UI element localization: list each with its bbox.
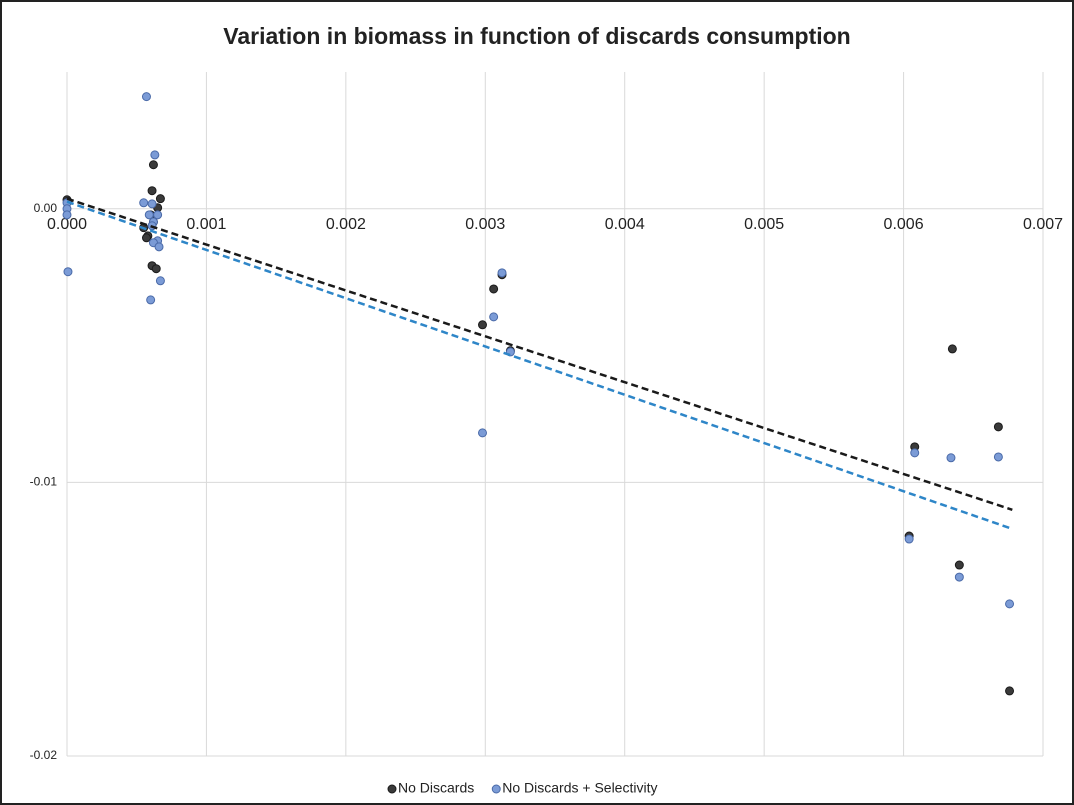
point (947, 344, 957, 354)
chart-title: Variation in biomass in function of disc… (223, 23, 850, 49)
point (954, 572, 964, 582)
trendline (66, 197, 1013, 511)
x-tick-label: 0.005 (744, 216, 784, 233)
x-tick-label: 0.006 (884, 216, 924, 233)
trendline (66, 200, 1013, 531)
point (141, 92, 151, 102)
point (954, 560, 964, 570)
legend-label: No Discards (398, 780, 474, 796)
x-tick-label: 0.000 (47, 216, 87, 233)
point (150, 150, 160, 160)
point (147, 186, 157, 196)
point (147, 199, 157, 209)
point (904, 534, 914, 544)
point (1005, 599, 1015, 609)
point (62, 210, 72, 220)
point (146, 295, 156, 305)
point (477, 320, 487, 330)
y-tick-label: -0.01 (30, 475, 58, 489)
point (497, 268, 507, 278)
x-tick-label: 0.001 (186, 216, 226, 233)
point (155, 194, 165, 204)
legend-marker (387, 784, 397, 794)
point (151, 264, 161, 274)
x-tick-label: 0.003 (465, 216, 505, 233)
y-tick-label: -0.02 (30, 748, 58, 762)
point (946, 453, 956, 463)
legend-label: No Discards + Selectivity (502, 780, 657, 796)
point (993, 422, 1003, 432)
point (910, 448, 920, 458)
legend-marker (491, 784, 501, 794)
point (489, 312, 499, 322)
y-tick-label: 0.00 (34, 201, 58, 215)
point (1005, 686, 1015, 696)
point (63, 267, 73, 277)
point (141, 233, 151, 243)
x-tick-label: 0.002 (326, 216, 366, 233)
point (477, 428, 487, 438)
point (993, 452, 1003, 462)
point (148, 160, 158, 170)
point (489, 284, 499, 294)
point (139, 198, 149, 208)
x-tick-label: 0.007 (1023, 216, 1063, 233)
point (153, 210, 163, 220)
point (154, 242, 164, 252)
x-tick-label: 0.004 (605, 216, 645, 233)
point (155, 276, 165, 286)
point (144, 210, 154, 220)
